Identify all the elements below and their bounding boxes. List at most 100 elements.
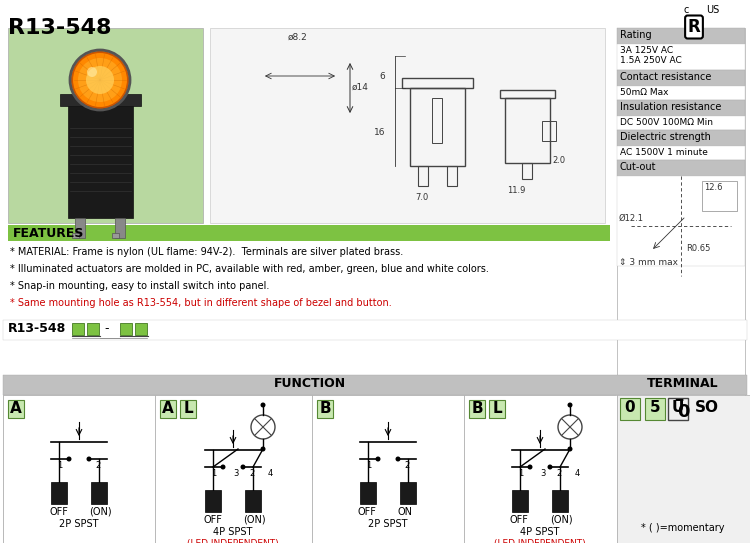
Bar xyxy=(447,166,457,186)
Bar xyxy=(360,482,376,504)
Text: US: US xyxy=(706,5,719,15)
Bar xyxy=(3,395,155,543)
Circle shape xyxy=(86,66,114,94)
Bar xyxy=(617,86,745,100)
Circle shape xyxy=(260,446,266,451)
Bar xyxy=(8,225,610,241)
Text: TERMINAL: TERMINAL xyxy=(647,377,718,390)
Circle shape xyxy=(72,52,128,108)
Bar xyxy=(668,398,688,420)
Bar xyxy=(620,398,640,420)
Bar xyxy=(135,323,147,335)
Text: * ( )=momentary: * ( )=momentary xyxy=(641,523,724,533)
Text: ø8.2: ø8.2 xyxy=(288,33,308,42)
Bar xyxy=(432,98,442,143)
Text: 11.9: 11.9 xyxy=(507,186,525,195)
Text: * Illuminated actuators are molded in PC, available with red, amber, green, blue: * Illuminated actuators are molded in PC… xyxy=(10,264,489,274)
Bar xyxy=(522,163,532,179)
Text: 2: 2 xyxy=(95,461,100,470)
Circle shape xyxy=(220,464,226,470)
Bar xyxy=(552,490,568,512)
Text: 5: 5 xyxy=(650,400,660,415)
Circle shape xyxy=(395,457,400,462)
Text: 2: 2 xyxy=(249,469,254,478)
Circle shape xyxy=(548,464,553,470)
Text: R13-548: R13-548 xyxy=(8,18,112,38)
Text: (ON): (ON) xyxy=(243,515,266,525)
Bar xyxy=(8,400,24,418)
Text: 7.0: 7.0 xyxy=(415,193,428,202)
Circle shape xyxy=(260,402,266,407)
Text: (LED INDEPENDENT): (LED INDEPENDENT) xyxy=(188,539,279,543)
Text: Ø12.1: Ø12.1 xyxy=(619,214,644,223)
Bar xyxy=(160,400,176,418)
Text: FEATURES: FEATURES xyxy=(13,227,84,240)
Text: 12.6: 12.6 xyxy=(704,183,722,192)
Circle shape xyxy=(527,464,532,470)
Text: U̅: U̅ xyxy=(672,400,684,415)
Text: 1: 1 xyxy=(57,461,62,470)
Text: 2P SPST: 2P SPST xyxy=(368,519,408,529)
Text: OFF: OFF xyxy=(49,507,68,517)
Bar xyxy=(8,243,610,318)
Text: R0.65: R0.65 xyxy=(686,244,710,253)
Text: 0: 0 xyxy=(625,400,635,415)
Bar xyxy=(617,146,745,160)
Circle shape xyxy=(568,446,572,451)
Bar xyxy=(210,28,605,223)
Text: 3: 3 xyxy=(540,469,545,478)
Bar xyxy=(645,398,665,420)
Text: 3: 3 xyxy=(233,469,238,478)
Text: c: c xyxy=(683,5,688,15)
Text: ON: ON xyxy=(398,507,413,517)
Text: ⇕ 3 mm max: ⇕ 3 mm max xyxy=(619,258,678,267)
Bar xyxy=(410,88,465,166)
Bar xyxy=(72,233,79,238)
Bar xyxy=(3,320,747,340)
Bar xyxy=(60,94,141,106)
Bar xyxy=(617,100,745,116)
Bar xyxy=(3,375,747,395)
Bar xyxy=(87,323,99,335)
Text: 2.0: 2.0 xyxy=(552,156,566,165)
Text: 2: 2 xyxy=(556,469,561,478)
Bar xyxy=(617,70,745,86)
Bar xyxy=(155,395,312,543)
Bar xyxy=(317,400,333,418)
Bar xyxy=(418,166,428,186)
Bar xyxy=(617,28,745,398)
Text: OFF: OFF xyxy=(358,507,376,517)
Bar xyxy=(8,28,203,223)
Bar xyxy=(464,395,617,543)
Bar xyxy=(512,490,528,512)
Text: ø14: ø14 xyxy=(352,83,369,92)
Text: A: A xyxy=(162,401,174,416)
Text: B: B xyxy=(471,401,483,416)
Bar xyxy=(3,395,615,543)
Text: * Snap-in mounting, easy to install switch into panel.: * Snap-in mounting, easy to install swit… xyxy=(10,281,269,291)
Bar xyxy=(400,482,416,504)
Bar xyxy=(68,98,133,218)
Bar xyxy=(542,121,556,141)
Circle shape xyxy=(78,58,122,102)
Bar xyxy=(91,482,107,504)
Text: 4: 4 xyxy=(268,469,273,478)
Bar xyxy=(245,490,261,512)
Text: SO: SO xyxy=(695,400,719,415)
Text: (ON): (ON) xyxy=(89,507,112,517)
Text: Dielectric strength: Dielectric strength xyxy=(620,132,711,142)
Bar xyxy=(617,395,750,543)
Bar xyxy=(402,78,473,88)
Text: 0: 0 xyxy=(676,403,689,421)
Bar xyxy=(120,323,132,335)
Circle shape xyxy=(67,457,71,462)
Text: Rating: Rating xyxy=(620,30,652,40)
Text: 50mΩ Max: 50mΩ Max xyxy=(620,88,668,97)
Bar xyxy=(617,116,745,130)
Text: 6: 6 xyxy=(380,72,385,81)
Text: FUNCTION: FUNCTION xyxy=(274,377,346,390)
Text: -: - xyxy=(104,322,109,335)
Bar xyxy=(617,160,745,176)
Circle shape xyxy=(568,402,572,407)
Text: Cut-out: Cut-out xyxy=(620,162,656,172)
